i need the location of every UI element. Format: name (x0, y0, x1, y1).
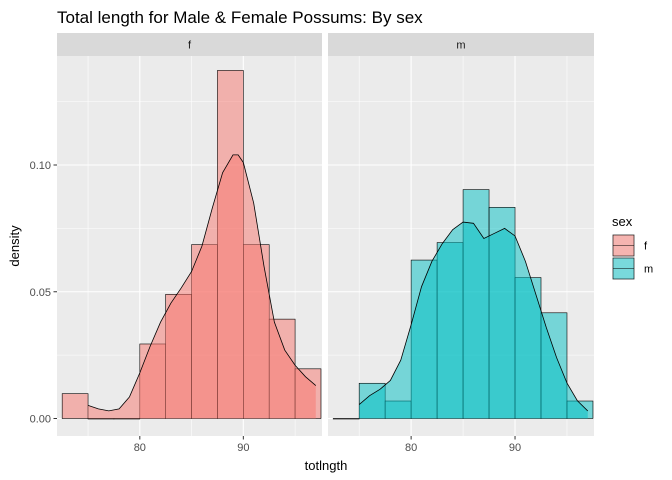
histogram-bar (113, 418, 141, 420)
y-tick-label: 0.05 (30, 287, 51, 299)
histogram-bar (87, 418, 115, 420)
histogram-bar (61, 393, 89, 419)
density-area (88, 154, 316, 419)
legend-title: sex (612, 214, 633, 229)
x-tick-label: 90 (509, 442, 521, 454)
legend: sex fm (612, 214, 653, 280)
y-tick-label: 0.00 (30, 414, 51, 426)
facet-strip-label: f (188, 40, 192, 52)
y-tick-label: 0.10 (30, 160, 51, 172)
legend-label-m: m (644, 264, 653, 276)
chart-title: Total length for Male & Female Possums: … (57, 8, 423, 27)
x-tick-label: 80 (134, 442, 146, 454)
x-tick-label: 80 (405, 442, 417, 454)
facet-panels: f 80 90 m 80 90 (57, 33, 594, 454)
density-area (359, 222, 588, 419)
facet-panel-m: m 80 90 (328, 33, 594, 454)
density-curve-line (87, 154, 317, 412)
density-curve-line (358, 221, 589, 412)
facet-strip (57, 33, 322, 56)
legend-label-f: f (644, 241, 648, 253)
y-axis-title: density (7, 225, 22, 267)
facet-strip (328, 33, 594, 56)
facet-strip-label: m (456, 40, 465, 52)
x-tick-label: 90 (237, 442, 249, 454)
facet-panel-f: f 80 90 (57, 33, 322, 454)
x-axis-title: totlngth (305, 458, 348, 473)
y-axis: 0.00 0.05 0.10 (30, 160, 57, 426)
histogram-bar (332, 418, 360, 420)
